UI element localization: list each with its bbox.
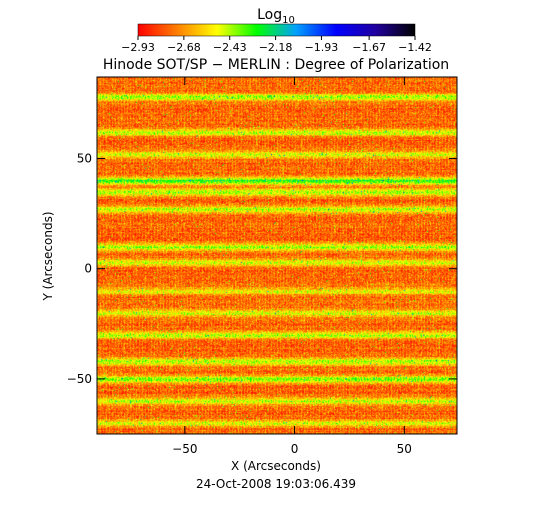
y-tick-label: 0 (84, 262, 92, 276)
y-axis-label: Y (Arcseconds) (41, 211, 55, 301)
colorbar-title: Log10 (257, 7, 295, 26)
x-axis-label: X (Arcseconds) (231, 459, 321, 473)
colorbar-tick-label: −2.18 (259, 41, 293, 54)
colorbar-outline (137, 23, 416, 37)
x-tick-label: −50 (172, 442, 197, 456)
y-tick-label: 50 (77, 152, 92, 166)
colorbar-tick-label: −1.42 (398, 41, 432, 54)
x-tick-label: 50 (397, 442, 412, 456)
colorbar-tick-label: −2.68 (167, 41, 201, 54)
y-tick-label: −50 (67, 372, 92, 386)
chart-title: Hinode SOT/SP − MERLIN : Degree of Polar… (103, 57, 449, 73)
colorbar-tick-label: −2.93 (121, 41, 155, 54)
timestamp: 24-Oct-2008 19:03:06.439 (196, 477, 356, 491)
plot-area (96, 76, 458, 435)
colorbar-tick-label: −1.93 (305, 41, 339, 54)
colorbar-tick-label: −2.43 (213, 41, 247, 54)
colorbar (138, 24, 415, 36)
axis-ticks: −50 0 50 −50 0 50 (67, 77, 457, 456)
plot-frame (96, 76, 458, 435)
colorbar-ticks: −2.93 −2.68 −2.43 −2.18 −1.93 −1.67 −1.42 (121, 23, 432, 54)
colorbar-tick-label: −1.67 (352, 41, 386, 54)
x-tick-label: 0 (291, 442, 299, 456)
heatmap-image (97, 77, 457, 434)
